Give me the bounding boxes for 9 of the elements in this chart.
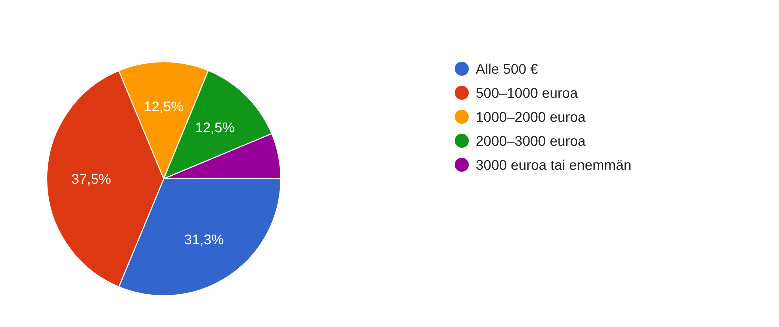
legend-label: 3000 euroa tai enemmän (476, 157, 632, 173)
data-label: 12,5% (195, 120, 236, 136)
data-label: 31,3% (184, 231, 224, 248)
legend-label: Alle 500 € (476, 61, 538, 77)
legend-label: 500–1000 euroa (476, 85, 578, 101)
legend-label: 2000–3000 euroa (476, 133, 586, 149)
data-label: 12,5% (144, 98, 184, 114)
data-label: 37,5% (72, 171, 112, 187)
legend-label: 1000–2000 euroa (476, 109, 586, 125)
